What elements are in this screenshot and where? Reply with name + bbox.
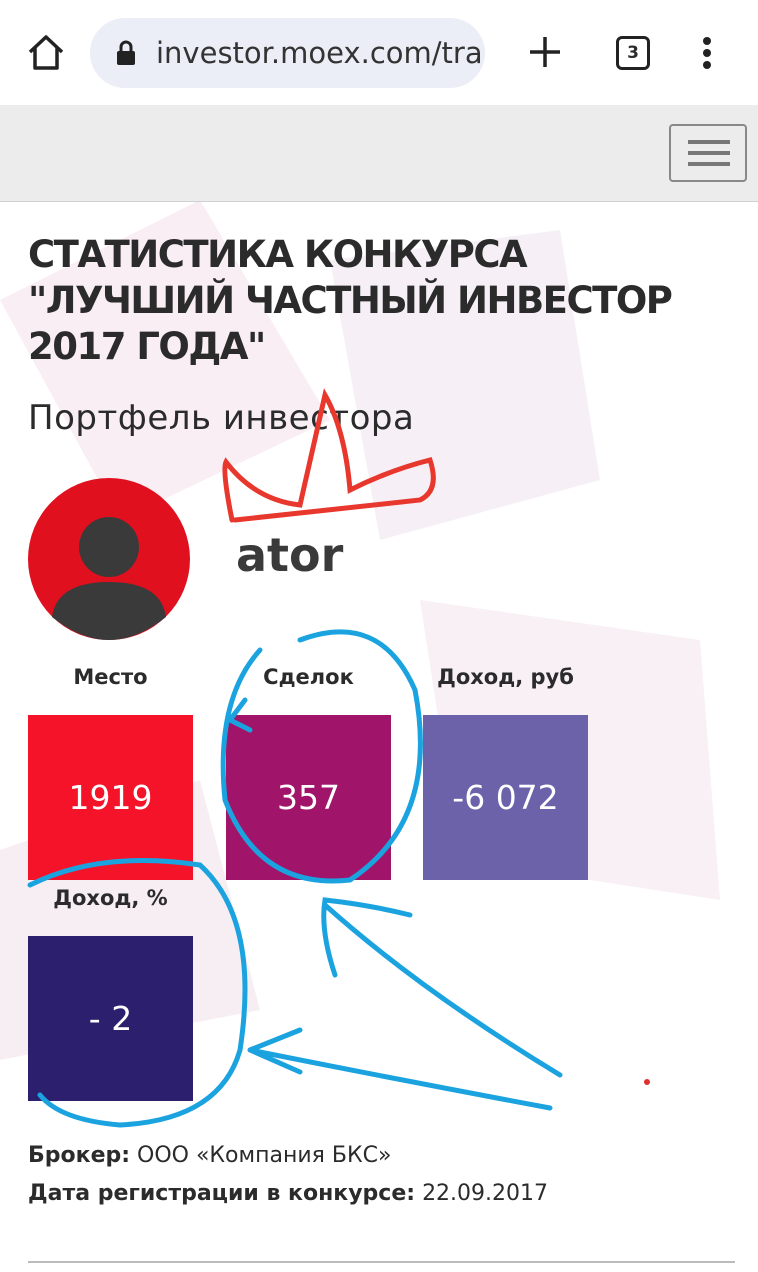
- stat-label: Доход, руб: [437, 665, 574, 689]
- avatar: [28, 478, 190, 640]
- stat-value: 1919: [28, 715, 193, 880]
- menu-button[interactable]: [700, 36, 714, 70]
- address-bar[interactable]: investor.moex.com/tra: [90, 18, 485, 88]
- home-button[interactable]: [26, 32, 66, 72]
- stat-label: Сделок: [263, 665, 354, 689]
- broker-value: ООО «Компания БКС»: [137, 1143, 392, 1168]
- registration-label: Дата регистрации в конкурсе:: [28, 1181, 416, 1206]
- tab-switcher[interactable]: 3: [616, 36, 650, 70]
- stat-label: Доход, %: [53, 886, 168, 910]
- site-header: [0, 105, 758, 202]
- section-heading: Портфель инвестора: [28, 398, 415, 438]
- username: ator: [236, 528, 344, 582]
- page-title: СТАТИСТИКА КОНКУРСА "ЛУЧШИЙ ЧАСТНЫЙ ИНВЕ…: [28, 233, 673, 368]
- stat-value: - 2: [28, 936, 193, 1101]
- stat-value: -6 072: [423, 715, 588, 880]
- new-tab-button[interactable]: [528, 35, 562, 69]
- stat-label: Место: [73, 665, 148, 689]
- broker-label: Брокер:: [28, 1143, 131, 1168]
- registration-row: Дата регистрации в конкурсе: 22.09.2017: [28, 1181, 548, 1206]
- url-text: investor.moex.com/tra: [156, 36, 483, 70]
- lock-icon: [117, 40, 135, 65]
- stat-value: 357: [226, 715, 391, 880]
- registration-value: 22.09.2017: [422, 1181, 549, 1206]
- hamburger-menu[interactable]: [669, 124, 747, 182]
- broker-row: Брокер: ООО «Компания БКС»: [28, 1143, 391, 1168]
